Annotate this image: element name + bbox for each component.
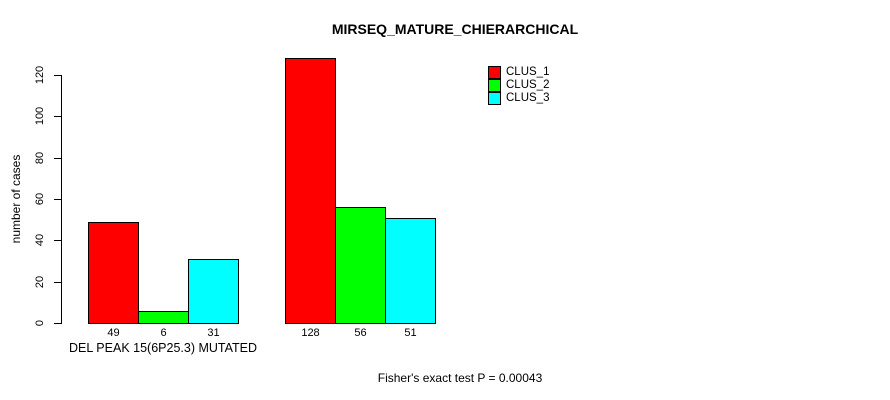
bar-clus_1-group2 [285,58,336,324]
bar-clus_2-group2 [335,207,386,324]
legend-item-clus3: CLUS_3 [488,92,549,105]
y-axis-tick-label: 100 [34,106,46,126]
bar-value-label: 49 [107,327,120,339]
bar-clus_1-group1 [88,222,139,324]
bar-clus_3-group1 [188,259,239,324]
legend-label: CLUS_1 [506,66,550,78]
y-axis-tick-label: 80 [34,151,46,165]
y-axis-tick-label: 40 [34,233,46,247]
legend-item-clus2: CLUS_2 [488,79,549,92]
y-axis-tick [54,75,62,76]
y-axis-tick-label: 0 [34,319,46,327]
legend-swatch-red [488,66,501,79]
y-axis-tick-label: 120 [34,65,46,85]
bar-value-label: 56 [354,327,367,339]
bar-value-label: 6 [160,327,167,339]
bar-value-label: 31 [207,327,220,339]
y-axis-tick [54,240,62,241]
fisher-test-annotation: Fisher's exact test P = 0.00043 [377,371,543,385]
x-axis-label: DEL PEAK 15(6P25.3) MUTATED [68,341,258,355]
y-axis-tick [54,158,62,159]
y-axis-tick-label: 60 [34,192,46,206]
legend-item-clus1: CLUS_1 [488,66,549,79]
y-axis-label: number of cases [9,154,23,244]
y-axis-tick [54,199,62,200]
y-axis-tick [54,323,62,324]
bar-value-label: 128 [301,327,320,339]
y-axis-tick [54,116,62,117]
legend: CLUS_1 CLUS_2 CLUS_3 [488,66,549,105]
bar-clus_3-group2 [385,218,436,324]
legend-label: CLUS_2 [506,79,550,91]
legend-swatch-cyan [488,92,501,105]
legend-swatch-green [488,79,501,92]
bar-value-label: 51 [404,327,417,339]
bar-clus_2-group1 [138,311,189,324]
y-axis-tick-label: 20 [34,275,46,289]
chart-title: MIRSEQ_MATURE_CHIERARCHICAL [331,21,579,37]
y-axis-tick [54,282,62,283]
legend-label: CLUS_3 [506,92,550,104]
